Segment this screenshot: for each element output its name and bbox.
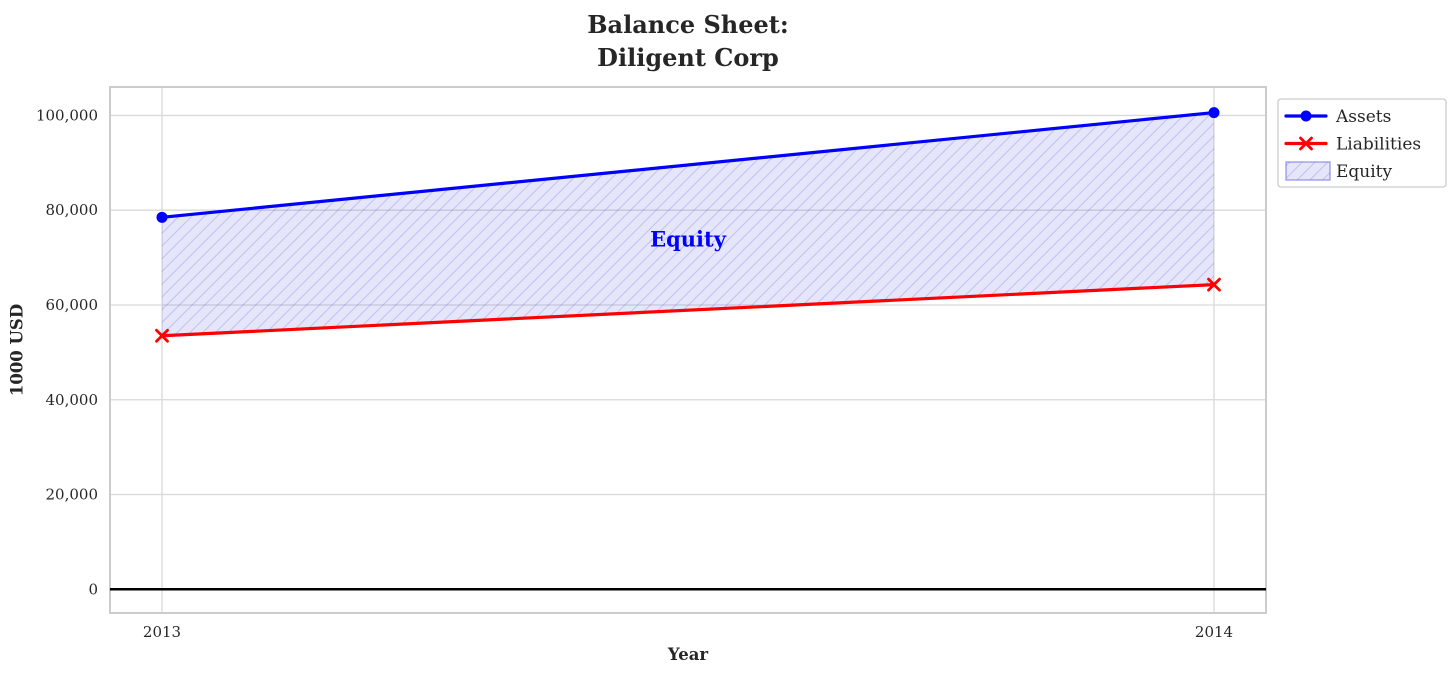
data-point-x <box>1207 277 1221 292</box>
data-point-circle <box>1300 110 1312 122</box>
data-point-circle <box>1208 107 1220 119</box>
data-point-x <box>155 328 169 343</box>
chart-title-line-2: Diligent Corp <box>597 43 779 72</box>
series-liabilities <box>155 277 1221 343</box>
legend-item-liabilities: Liabilities <box>1284 135 1421 155</box>
chart-title-line-1: Balance Sheet: <box>587 10 789 39</box>
legend-item-equity: Equity <box>1285 161 1393 182</box>
legend: Assets Liabilities Equity <box>1277 98 1447 188</box>
x-tick-label: 2014 <box>1195 623 1233 641</box>
chart-title: Balance Sheet: Diligent Corp <box>110 8 1266 74</box>
equity-area-annotation: Equity <box>650 226 726 252</box>
series-line-liabilities <box>160 283 1216 338</box>
y-tick-label: 100,000 <box>36 106 98 124</box>
y-tick-label: 20,000 <box>46 486 99 504</box>
y-tick-label: 0 <box>88 580 98 598</box>
legend-swatch-patch-hatch <box>1285 161 1331 181</box>
legend-label: Liabilities <box>1336 135 1421 155</box>
plot-border <box>109 86 1267 614</box>
data-point-circle <box>156 211 168 223</box>
y-axis-label: 1000 USD <box>7 303 27 397</box>
legend-label: Equity <box>1336 162 1393 182</box>
legend-label: Assets <box>1335 107 1391 127</box>
equity-fill-hatch <box>162 112 1214 336</box>
data-point-x <box>1299 136 1313 151</box>
y-tick-label: 80,000 <box>46 201 99 219</box>
series-assets <box>156 107 1220 223</box>
legend-item-assets: Assets <box>1284 107 1391 127</box>
x-axis-label: Year <box>667 645 709 664</box>
x-tick-label: 2013 <box>143 623 181 641</box>
series-line-assets <box>160 110 1216 219</box>
y-tick-label: 60,000 <box>46 296 99 314</box>
y-tick-label: 40,000 <box>46 391 99 409</box>
